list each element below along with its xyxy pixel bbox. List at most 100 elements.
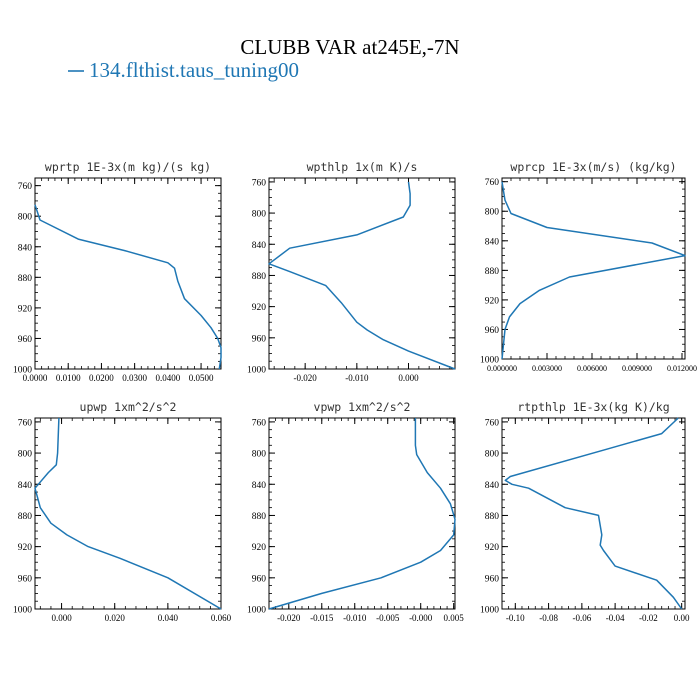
x-tick-label: 0.060 (211, 613, 232, 623)
y-tick-label: 1000 (247, 366, 266, 376)
y-tick-label: 840 (252, 241, 267, 251)
subplot-1: wprtp 1E-3x(m kg)/(s kg) 0.0000 0.0100 0.02… (13, 160, 222, 383)
y-tick-label: 960 (18, 335, 33, 345)
subplot-title: wprcp 1E-3x(m/s) (kg/kg) (510, 160, 676, 174)
x-tick-label: 0.0400 (155, 373, 180, 383)
x-tick-label: 0.00 (674, 613, 690, 623)
y-tick-label: 760 (252, 178, 267, 188)
x-tick-label: -0.005 (376, 613, 400, 623)
y-tick-label: 880 (485, 267, 500, 277)
y-tick-label: 960 (252, 574, 267, 584)
x-tick-label: 0.0000 (23, 373, 48, 383)
x-tick-label: 0.0200 (89, 373, 114, 383)
x-tick-label: 0.0500 (189, 373, 214, 383)
subplot-title: wpthlp 1x(m K)/s (307, 160, 418, 174)
y-tick-label: 1000 (480, 606, 499, 616)
y-tick-label: 1000 (247, 606, 266, 616)
y-tick-label: 760 (485, 178, 500, 188)
plot-frame (501, 417, 686, 610)
y-tick-label: 960 (18, 574, 33, 584)
y-tick-label: 800 (252, 450, 267, 460)
x-tick-label: -0.000 (409, 613, 433, 623)
x-tick-label: 0.003000 (532, 364, 562, 373)
x-tick-label: 0.012000 (667, 364, 697, 373)
subplot-title: upwp 1xm^2/s^2 (80, 400, 177, 414)
y-tick-label: 760 (485, 418, 500, 428)
x-tick-label: 0.006000 (577, 364, 607, 373)
x-tick-label: -0.020 (277, 613, 301, 623)
y-tick-label: 1000 (13, 606, 32, 616)
subplot-grid: wprtp 1E-3x(m kg)/(s kg) 0.0000 0.0100 0.02… (13, 160, 697, 623)
plot-frame (268, 177, 456, 370)
y-tick-label: 800 (485, 450, 500, 460)
y-tick-label: 920 (18, 543, 33, 553)
y-tick-label: 960 (485, 574, 500, 584)
x-tick-label: -0.010 (343, 613, 367, 623)
x-tick-label: 0.040 (158, 613, 179, 623)
profile-line (268, 181, 456, 370)
subplot-5: vpwp 1xm^2/s^2 -0.020 -0.015 -0.010 -0.005 -0… (247, 400, 464, 623)
y-tick-label: 1000 (480, 356, 499, 366)
y-tick-label: 920 (485, 296, 500, 306)
x-tick-label: -0.010 (345, 373, 369, 383)
profile-line (504, 417, 683, 610)
x-tick-label: 0.005 (444, 613, 465, 623)
y-tick-label: 840 (252, 481, 267, 491)
subplot-2: wpthlp 1x(m K)/s -0.020 -0.010 0.000 760 800 8… (247, 160, 456, 383)
y-tick-label: 760 (18, 418, 33, 428)
x-tick-label: 0.0100 (56, 373, 81, 383)
y-tick-label: 800 (252, 210, 267, 220)
subplot-6: rtpthlp 1E-3x(kg K)/kg -0.10 -0.08 -0.06 -0.… (480, 400, 690, 623)
x-tick-label: 0.000 (398, 373, 419, 383)
profile-line (34, 204, 222, 370)
y-tick-label: 880 (252, 272, 267, 282)
figure-title: CLUBB VAR at245E,-7N (240, 35, 459, 59)
y-tick-label: 840 (18, 243, 33, 253)
subplot-title: vpwp 1xm^2/s^2 (314, 400, 411, 414)
x-tick-label: 0.020 (105, 613, 126, 623)
x-tick-label: -0.04 (606, 613, 625, 623)
x-tick-label: -0.06 (572, 613, 591, 623)
x-tick-label: 0.0300 (122, 373, 147, 383)
y-tick-label: 920 (252, 543, 267, 553)
profile-line (501, 181, 686, 360)
y-tick-label: 960 (252, 334, 267, 344)
subplot-title: rtpthlp 1E-3x(kg K)/kg (517, 400, 669, 414)
plot-frame (34, 177, 222, 370)
plot-frame (501, 177, 686, 360)
x-tick-label: -0.015 (310, 613, 334, 623)
x-tick-label: -0.08 (539, 613, 558, 623)
y-tick-label: 960 (485, 326, 500, 336)
y-tick-label: 760 (18, 182, 33, 192)
y-tick-label: 800 (18, 450, 33, 460)
plot-frame (34, 417, 222, 610)
y-tick-label: 800 (18, 213, 33, 223)
x-tick-label: -0.10 (506, 613, 525, 623)
y-tick-label: 1000 (13, 366, 32, 376)
y-tick-label: 880 (485, 512, 500, 522)
y-tick-label: 840 (18, 481, 33, 491)
y-tick-label: 880 (18, 274, 33, 284)
profile-line (268, 418, 456, 610)
subplot-4: upwp 1xm^2/s^2 0.000 0.020 0.040 0.060 760 800… (13, 400, 232, 623)
plot-frame (268, 417, 456, 610)
x-tick-label: -0.020 (294, 373, 318, 383)
x-tick-label: 0.000 (51, 613, 72, 623)
y-tick-label: 920 (252, 303, 267, 313)
y-tick-label: 840 (485, 237, 500, 247)
y-tick-label: 880 (252, 512, 267, 522)
y-tick-label: 920 (18, 304, 33, 314)
y-tick-label: 760 (252, 418, 267, 428)
profile-line (34, 417, 222, 610)
subplot-title: wprtp 1E-3x(m kg)/(s kg) (45, 160, 211, 174)
subplot-3: wprcp 1E-3x(m/s) (kg/kg) 0.000000 0.003000… (480, 160, 697, 373)
legend-label: 134.flthist.taus_tuning00 (89, 58, 299, 82)
x-tick-label: -0.02 (639, 613, 658, 623)
y-tick-label: 920 (485, 543, 500, 553)
x-tick-label: 0.009000 (622, 364, 652, 373)
x-tick-label: 0.000000 (487, 364, 517, 373)
y-tick-label: 880 (18, 512, 33, 522)
y-tick-label: 800 (485, 208, 500, 218)
y-tick-label: 840 (485, 481, 500, 491)
